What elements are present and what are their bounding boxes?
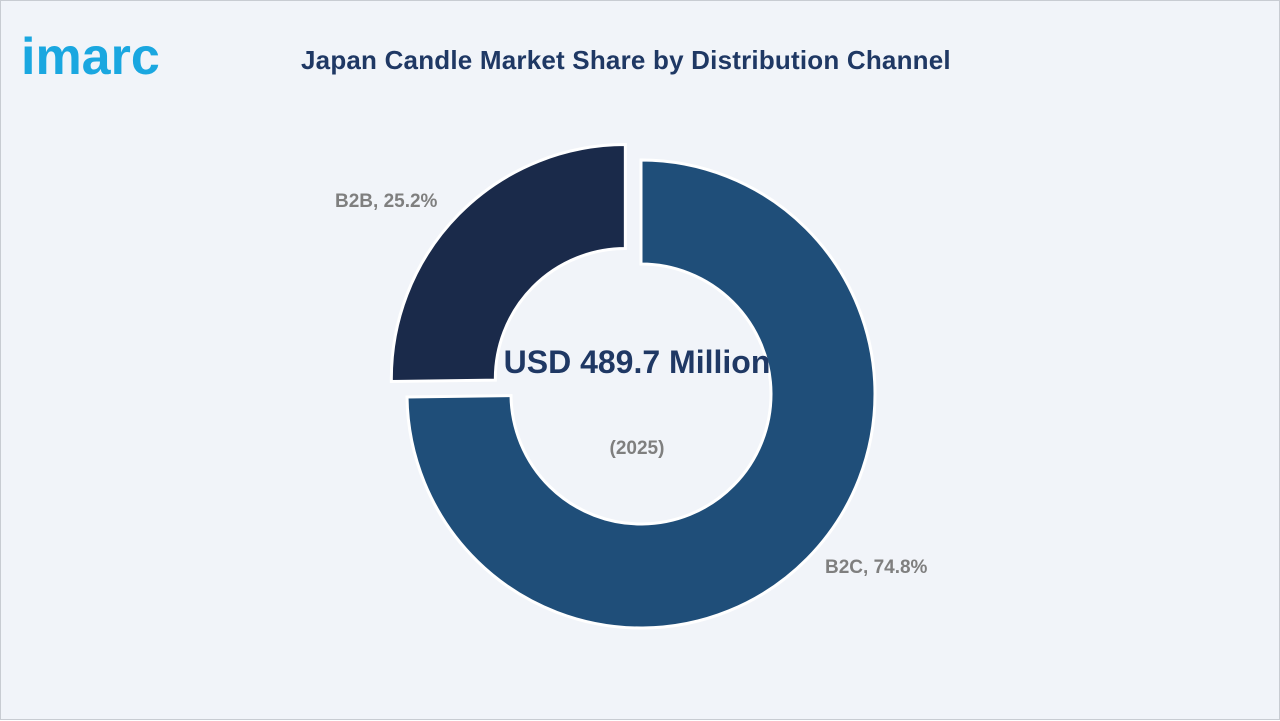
donut-slice-b2c xyxy=(405,158,877,630)
b2c-data-label: B2C, 74.8% xyxy=(825,557,928,578)
center-year: (2025) xyxy=(609,438,665,459)
center-total-text: USD 489.7 Million xyxy=(503,344,771,380)
chart-title: Japan Candle Market Share by Distributio… xyxy=(301,45,951,75)
donut-slices xyxy=(389,143,877,630)
b2b-data-label: B2B, 25.2% xyxy=(335,191,438,212)
imarc-logo: imarc xyxy=(21,28,160,86)
donut-slice-b2b xyxy=(389,143,627,384)
center-total-value: USD 489.7 Million xyxy=(501,341,773,384)
logo-wordmark: imarc xyxy=(21,28,160,86)
